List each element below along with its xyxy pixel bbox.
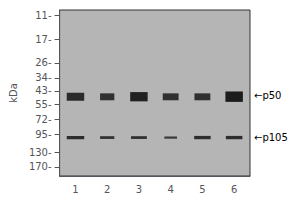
svg-text:34-: 34- [35,72,52,83]
svg-text:1: 1 [72,184,78,195]
svg-text:170-: 170- [29,161,52,172]
svg-text:55-: 55- [35,99,52,110]
svg-text:11-: 11- [35,10,52,21]
svg-text:kDa: kDa [8,83,19,103]
svg-text:3: 3 [136,184,142,195]
svg-text:26-: 26- [35,57,52,68]
svg-text:←p50: ←p50 [254,90,281,101]
svg-text:17-: 17- [35,34,52,45]
svg-text:4: 4 [167,184,173,195]
svg-text:130-: 130- [29,147,52,158]
svg-text:95-: 95- [35,129,52,140]
svg-text:2: 2 [104,184,110,195]
svg-text:←p105: ←p105 [254,132,288,143]
svg-text:72-: 72- [35,114,52,125]
svg-text:6: 6 [231,184,237,195]
svg-text:43-: 43- [35,85,52,96]
svg-text:5: 5 [199,184,205,195]
